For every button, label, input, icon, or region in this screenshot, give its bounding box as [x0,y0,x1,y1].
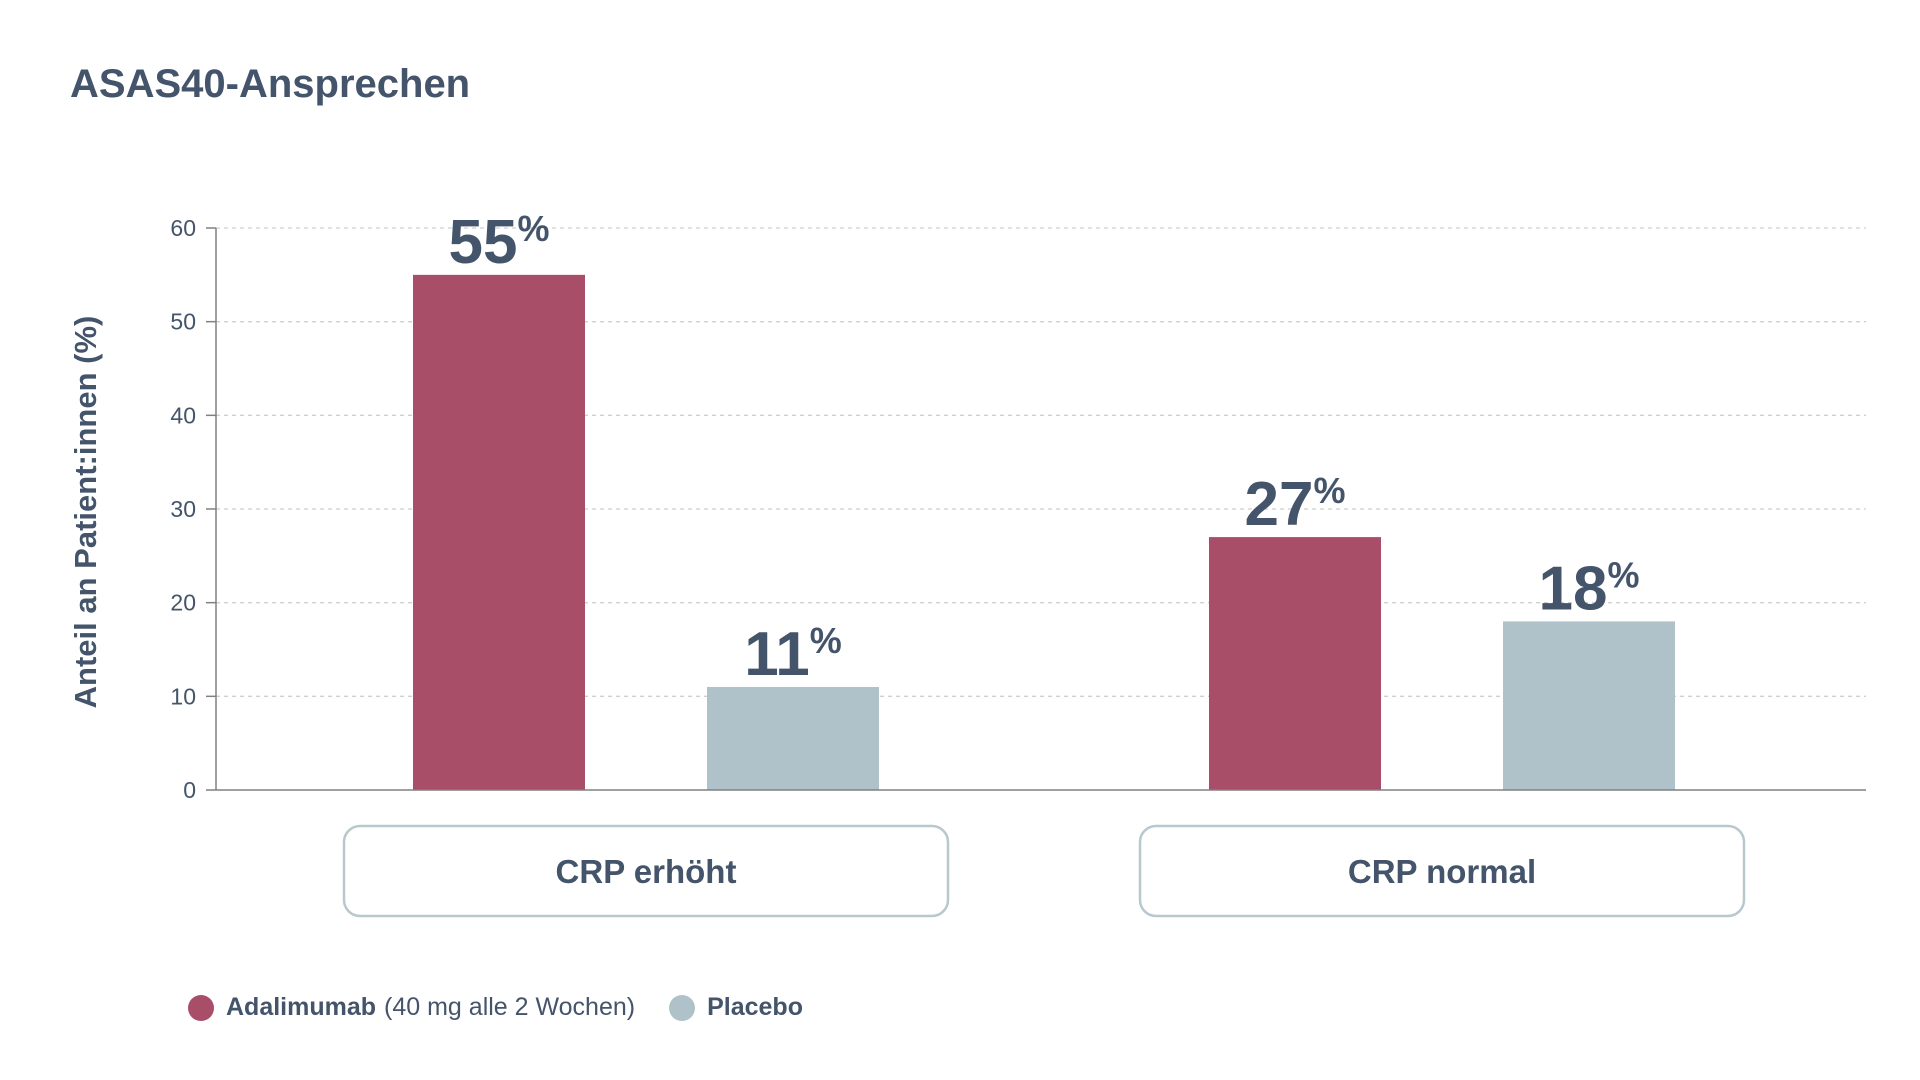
category-box [342,824,950,918]
category-labels: CRP erhöht CRP normal [342,824,1746,918]
y-tick-label: 30 [170,496,196,522]
value-label: 18% [1539,554,1640,623]
value-labels: 55%11%27%18% [449,208,1640,689]
chart-title: ASAS40-Ansprechen [70,62,471,106]
value-percent: % [1313,470,1345,511]
value-percent: % [517,208,549,249]
bar-adalimumab-1 [413,274,585,790]
value-number: 27 [1245,470,1314,539]
value-label: 55% [449,208,550,277]
value-percent: % [810,620,842,661]
bar-placebo-1 [707,686,879,790]
legend-item: Placebo [669,993,803,1022]
value-number: 55 [449,208,518,277]
legend-note: (40 mg alle 2 Wochen) [384,993,636,1021]
category-label: CRP erhöht [556,853,737,890]
legend: Adalimumab (40 mg alle 2 Wochen) Placebo [188,993,837,1022]
value-label: 11% [744,620,842,689]
value-percent: % [1607,554,1639,595]
value-number: 11 [744,620,810,689]
value-label: 27% [1245,470,1346,539]
legend-swatch [188,994,214,1021]
category-box [1138,824,1746,918]
y-tick-label: 50 [170,309,196,335]
legend-item: Adalimumab (40 mg alle 2 Wochen) [188,993,635,1022]
y-tick-label: 40 [170,402,196,428]
value-number: 18 [1539,554,1608,623]
bars [413,274,1675,790]
bar-adalimumab-2 [1209,537,1381,790]
legend-label: Placebo [707,993,803,1021]
legend-label: Adalimumab [226,993,377,1021]
y-tick-label: 20 [170,590,196,616]
y-tick-label: 0 [183,777,196,803]
category-label: CRP normal [1348,853,1536,890]
axes: 0 10 20 30 40 50 60 [170,215,1866,803]
bar-placebo-2 [1503,621,1675,790]
y-axis-title: Anteil an Patient:innen (%) [68,316,103,709]
y-tick-label: 60 [170,215,196,241]
legend-swatch [669,994,696,1021]
y-tick-label: 10 [170,683,196,709]
